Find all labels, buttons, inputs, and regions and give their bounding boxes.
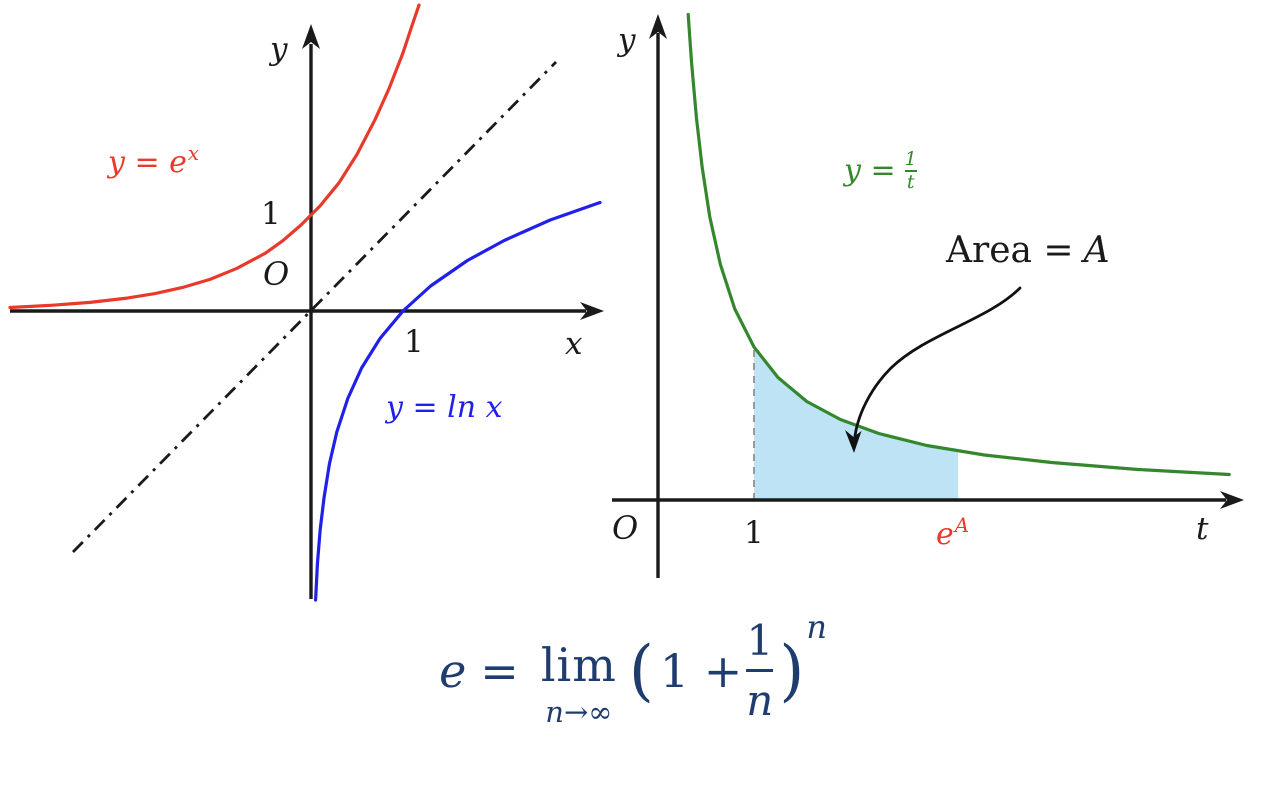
x-axis-arrow-icon xyxy=(580,302,604,320)
area-label-text: Area = xyxy=(946,230,1074,271)
reciprocal-area-plot xyxy=(612,12,1244,578)
ln-curve xyxy=(314,200,602,602)
left-y-axis-label: y xyxy=(270,31,288,67)
right-y-axis-arrow-icon xyxy=(649,14,667,39)
exp-ln-plot xyxy=(8,3,604,602)
formula-fraction: 1 n xyxy=(746,616,774,725)
formula-lim: lim xyxy=(540,638,617,692)
exp-curve-label-exponent: x xyxy=(187,142,200,166)
right-origin-label: O xyxy=(612,509,639,547)
upper-limit-exponent: A xyxy=(954,514,970,538)
formula-lim-stack: lim n→∞ xyxy=(541,638,617,729)
formula-exponent: n xyxy=(806,608,827,646)
t-axis-arrow-icon xyxy=(1220,491,1244,509)
reciprocal-label-numerator: 1 xyxy=(904,148,917,170)
ln-curve-label: y = ln x xyxy=(386,390,503,425)
reciprocal-curve xyxy=(686,12,1231,477)
reciprocal-label-fraction-bar xyxy=(904,170,917,172)
euler-limit-formula: e = lim n→∞ ( 1 + 1 n ) n xyxy=(439,608,827,729)
reciprocal-curve-label: y = 1 t xyxy=(844,150,917,192)
identity-line xyxy=(72,61,557,553)
left-x-axis-label: x xyxy=(565,326,583,362)
left-origin-label: O xyxy=(263,255,290,293)
right-y-axis-label: y xyxy=(618,22,636,58)
reciprocal-label-prefix: y = xyxy=(844,153,896,188)
formula-fraction-bar xyxy=(746,669,774,672)
left-y-unit-tick: 1 xyxy=(261,196,281,232)
formula-open-paren: ( xyxy=(628,632,654,709)
formula-close-paren: ) xyxy=(779,632,805,709)
formula-inner: 1 + xyxy=(659,643,743,698)
area-label-var: A xyxy=(1083,230,1110,271)
formula-lim-subscript: n→∞ xyxy=(545,695,613,729)
t-unit-tick: 1 xyxy=(744,515,764,551)
y-axis-arrow-icon xyxy=(302,24,320,49)
upper-limit-base: e xyxy=(936,517,954,552)
area-annotation-arrow xyxy=(853,286,1022,442)
exp-curve xyxy=(8,3,421,310)
area-label: Area = A xyxy=(946,233,1110,269)
formula-equals: = xyxy=(480,643,519,698)
formula-lhs: e xyxy=(439,643,467,698)
formula-fraction-denominator: n xyxy=(746,676,774,725)
right-t-axis-label: t xyxy=(1196,511,1209,547)
area-annotation-arrowhead-icon xyxy=(845,430,862,453)
reciprocal-label-denominator: t xyxy=(906,171,915,193)
area-fill xyxy=(754,347,958,500)
formula-fraction-numerator: 1 xyxy=(746,616,774,665)
exp-curve-label-base: y = e xyxy=(108,145,187,180)
left-x-unit-tick: 1 xyxy=(404,324,424,360)
